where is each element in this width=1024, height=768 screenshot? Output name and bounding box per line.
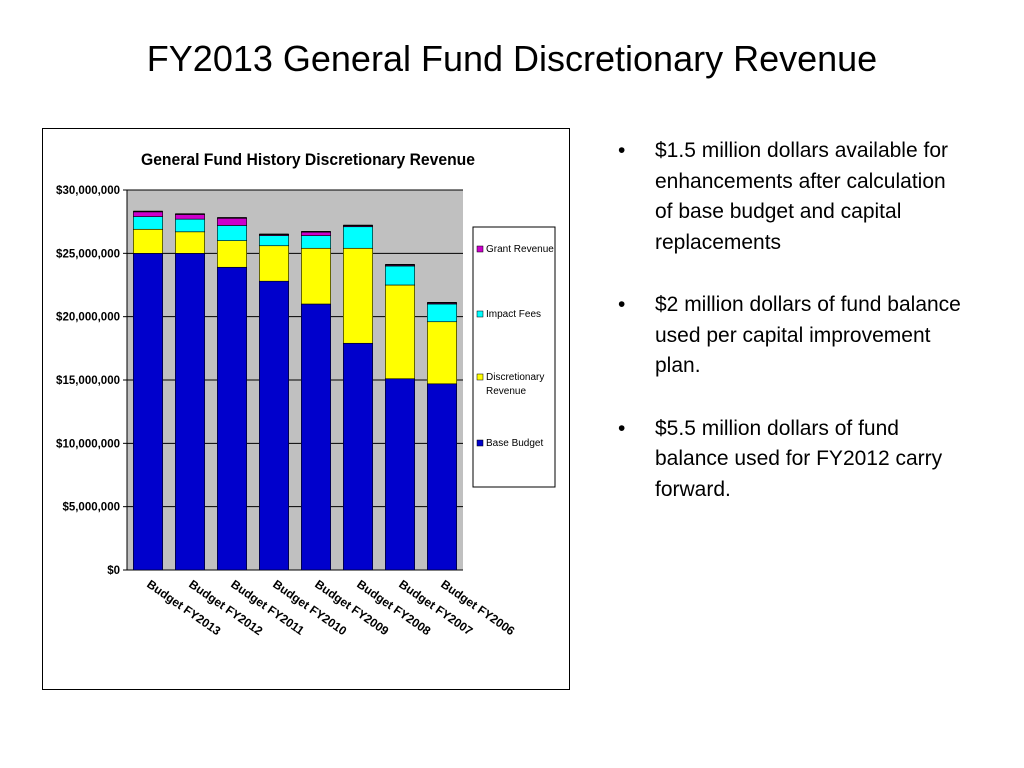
x-tick-label: Budget FY2012 [186, 577, 265, 638]
y-tick-label: $0 [107, 565, 120, 577]
y-tick-label: $10,000,000 [56, 438, 120, 450]
legend-label-line: Impact Fees [486, 309, 541, 320]
legend-label: Base Budget [486, 438, 543, 449]
bar-segment [217, 240, 248, 268]
bar-segment [175, 213, 206, 220]
y-tick-label: $25,000,000 [56, 248, 120, 260]
legend-box [472, 226, 556, 488]
chart: General Fund History Discretionary Reven… [56, 150, 556, 638]
y-tick-label: $5,000,000 [62, 502, 120, 514]
bullet-item: • $1.5 million dollars available for enh… [618, 136, 968, 258]
bar-segment [342, 342, 373, 571]
bar-segment [217, 217, 248, 226]
bullet-item: • $5.5 million dollars of fund balance u… [618, 414, 968, 506]
bar-segment [133, 211, 164, 217]
y-tick-label: $30,000,000 [56, 185, 120, 197]
y-tick-label: $20,000,000 [56, 312, 120, 324]
bar-segment [384, 265, 415, 286]
legend-swatch [476, 310, 484, 318]
bar-segment [300, 247, 331, 305]
bar-segment [384, 284, 415, 380]
legend-label-line: Discretionary [486, 372, 544, 383]
bar-segment [342, 226, 373, 249]
bullet-text: $2 million dollars of fund balance used … [655, 293, 961, 377]
legend-label: Grant Revenue [486, 244, 554, 255]
bar-segment [426, 383, 457, 571]
bullet-item: • $2 million dollars of fund balance use… [618, 290, 968, 382]
legend-swatch [476, 439, 484, 447]
legend-swatch [476, 373, 484, 381]
bar-segment [217, 266, 248, 571]
legend-swatch [476, 245, 484, 253]
bullet-glyph: • [618, 139, 626, 162]
bar-segment [342, 247, 373, 344]
bar-segment [259, 235, 290, 247]
x-tick-label: Budget FY2011 [228, 577, 307, 638]
x-tick-label: Budget FY2009 [312, 577, 391, 638]
x-tick-label: Budget FY2007 [396, 577, 475, 638]
bar-segment [259, 280, 290, 571]
bar-segment [300, 235, 331, 249]
bar-segment [300, 303, 331, 571]
bullet-text: $1.5 million dollars available for enhan… [655, 139, 948, 254]
bar-segment [384, 378, 415, 571]
bullet-list: • $1.5 million dollars available for enh… [618, 136, 968, 537]
x-tick-label: Budget FY2010 [270, 577, 349, 638]
slide-title: FY2013 General Fund Discretionary Revenu… [146, 38, 878, 79]
x-tick-label: Budget FY2013 [144, 577, 223, 638]
bullet-glyph: • [618, 293, 626, 316]
x-tick-label: Budget FY2006 [438, 577, 517, 638]
bar-segment [133, 228, 164, 254]
legend-label-line: Grant Revenue [486, 244, 554, 255]
bar-segment [175, 253, 206, 571]
bar-segment [259, 245, 290, 282]
bar-segment [426, 321, 457, 385]
bar-segment [426, 303, 457, 323]
chart-panel: General Fund History Discretionary Reven… [42, 128, 570, 690]
bullet-glyph: • [618, 416, 626, 440]
legend-label-line: Revenue [486, 386, 526, 397]
bar-segment [133, 253, 164, 571]
bar-segment [133, 216, 164, 230]
x-tick-label: Budget FY2008 [354, 577, 433, 638]
legend-label: Impact Fees [486, 309, 541, 320]
chart-title: General Fund History Discretionary Reven… [141, 150, 475, 169]
legend-label-line: Base Budget [486, 438, 543, 449]
bar-segment [175, 231, 206, 254]
y-tick-label: $15,000,000 [56, 375, 120, 387]
bullet-text: $5.5 million dollars of fund balance use… [655, 416, 943, 501]
bar-segment [175, 218, 206, 233]
legend-label: Discretionary Revenue [486, 372, 544, 397]
bar-segment [217, 225, 248, 241]
